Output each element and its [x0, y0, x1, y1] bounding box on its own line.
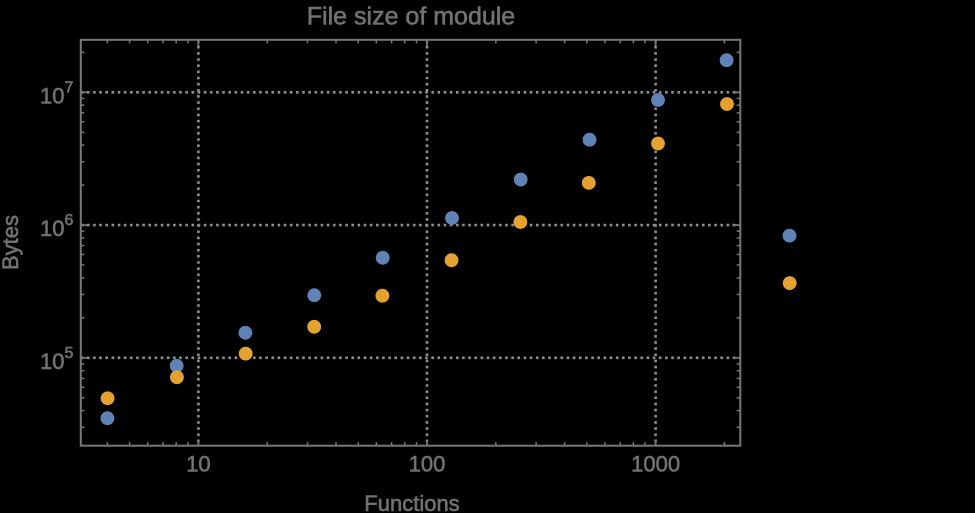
svg-text:1000: 1000 — [631, 452, 680, 477]
svg-text:Functions: Functions — [364, 491, 459, 513]
svg-text:File size of module: File size of module — [307, 3, 515, 31]
svg-text:Bytes: Bytes — [0, 215, 23, 270]
svg-text:100: 100 — [409, 452, 446, 477]
svg-text:10: 10 — [186, 452, 210, 477]
